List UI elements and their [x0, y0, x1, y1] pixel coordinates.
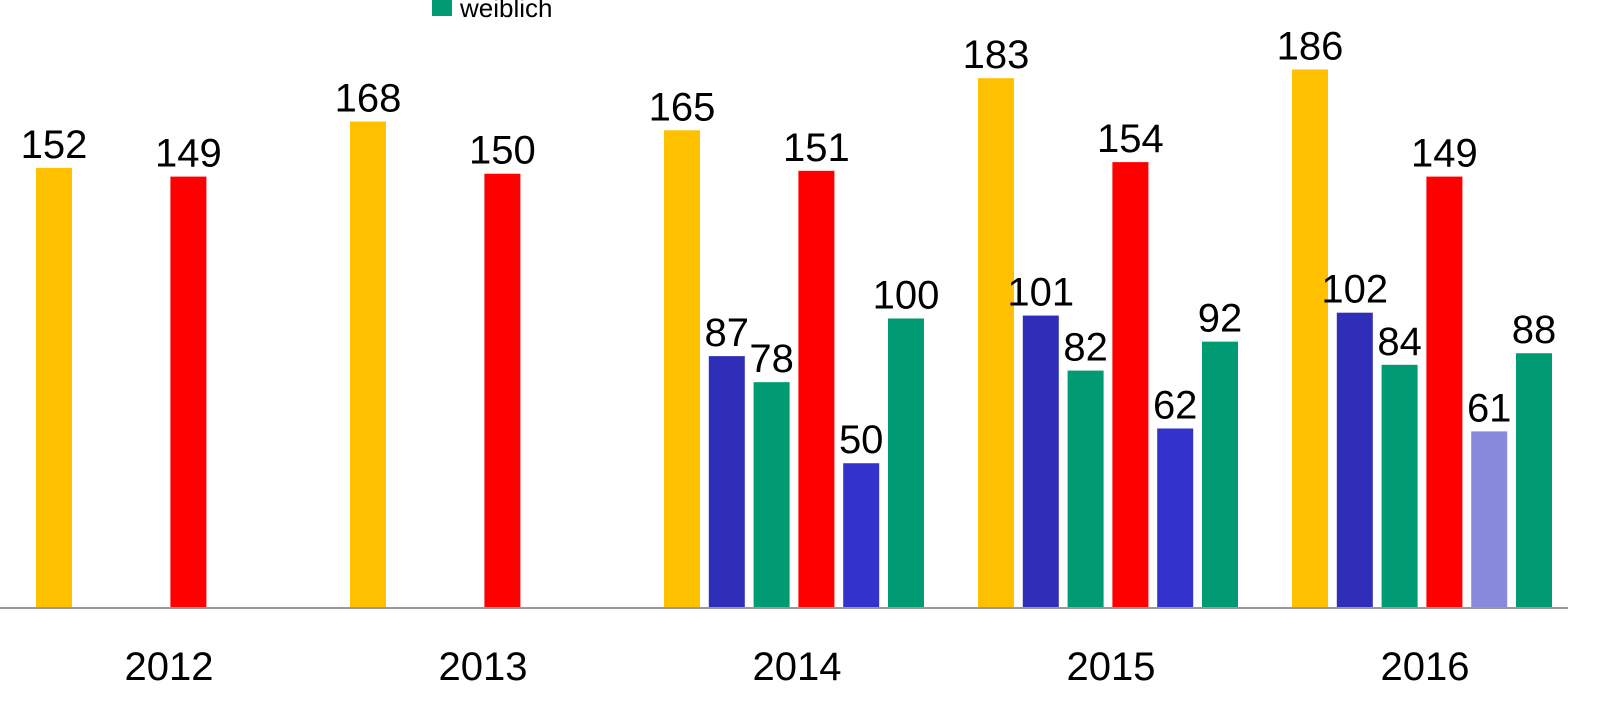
bar [978, 78, 1014, 608]
bar [708, 356, 745, 608]
value-label: 78 [749, 337, 794, 381]
value-label: 61 [1467, 386, 1512, 430]
legend-swatch [432, 0, 452, 16]
x-tick-label: 2012 [125, 645, 214, 689]
value-label: 168 [335, 77, 402, 121]
bar [798, 170, 835, 609]
value-label: 165 [649, 85, 716, 129]
value-label: 151 [783, 126, 850, 170]
bar [1426, 176, 1463, 608]
bar [888, 318, 924, 608]
value-label: 84 [1377, 320, 1422, 364]
legend-label: weiblich [459, 0, 553, 23]
bar [1202, 341, 1238, 608]
x-tick-label: 2014 [753, 645, 842, 689]
value-label: 101 [1007, 271, 1074, 315]
value-label: 82 [1063, 326, 1108, 370]
bar [484, 173, 521, 608]
value-label: 149 [155, 132, 222, 176]
x-tick-label: 2013 [439, 645, 528, 689]
value-label: 149 [1411, 132, 1478, 176]
bar [1112, 162, 1149, 608]
x-tick-label: 2016 [1381, 645, 1470, 689]
bar [664, 130, 700, 609]
value-label: 154 [1097, 117, 1164, 161]
bar [753, 382, 790, 608]
value-label: 62 [1153, 383, 1198, 427]
value-label: 186 [1277, 24, 1344, 68]
value-label: 100 [873, 273, 940, 317]
value-label: 150 [469, 129, 536, 173]
value-label: 183 [963, 33, 1030, 77]
value-label: 88 [1512, 308, 1557, 352]
bar [36, 167, 72, 608]
bar [1292, 69, 1328, 608]
value-label: 102 [1321, 268, 1388, 312]
bar [1516, 353, 1552, 608]
value-label: 87 [705, 311, 750, 355]
bar [350, 121, 386, 608]
bar [843, 463, 880, 608]
value-label: 50 [839, 418, 884, 462]
bar [170, 176, 207, 608]
bar [1157, 428, 1194, 608]
bar [1471, 431, 1508, 608]
x-tick-label: 2015 [1067, 645, 1156, 689]
bar [1067, 370, 1104, 608]
value-label: 152 [21, 123, 88, 167]
bar [1022, 315, 1059, 608]
bar [1381, 364, 1418, 608]
value-label: 92 [1198, 297, 1243, 341]
bar [1336, 312, 1373, 608]
